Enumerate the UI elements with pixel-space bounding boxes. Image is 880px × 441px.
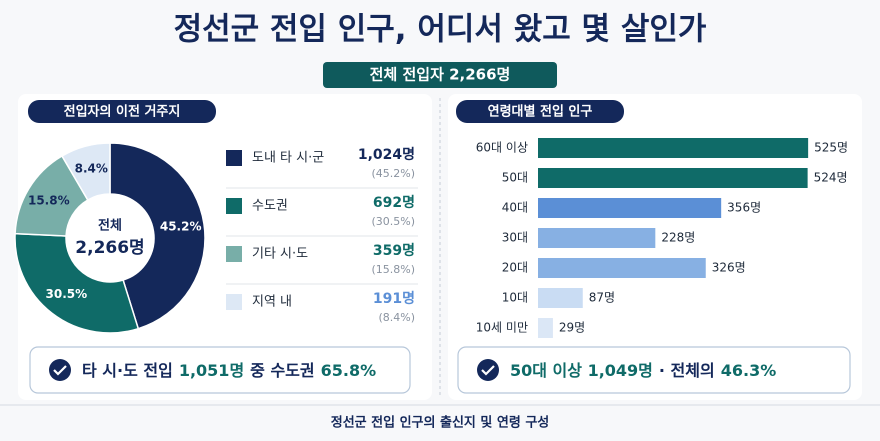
legend-share: (8.4%) [378, 311, 415, 324]
check-mark [481, 365, 495, 376]
category-label: 40대 [502, 201, 528, 215]
panel-title-badge [28, 100, 216, 123]
callout-part: 65.8% [321, 361, 377, 380]
subtitle: 전체 전입자 2,266명 [370, 66, 511, 84]
panel-title-badge [456, 100, 624, 123]
bar [538, 258, 706, 278]
panel-title: 전입자의 이전 거주지 [64, 104, 181, 120]
category-label: 10대 [502, 291, 528, 305]
legend-label: 기타 시·도 [252, 247, 308, 262]
bar [538, 168, 808, 188]
check-icon [477, 359, 499, 381]
callout-part: 1,051명 [179, 361, 244, 380]
check-icon [49, 359, 71, 381]
bar [538, 288, 583, 308]
category-label: 30대 [502, 231, 528, 245]
value-label: 524명 [814, 171, 848, 185]
value-label: 87명 [589, 291, 615, 305]
callout-part: 50대 이상 1,049명 [510, 361, 653, 380]
footer: 정선군 전입 인구의 출신지 및 연령 구성 [331, 415, 550, 431]
legend-value: 692명 [373, 194, 415, 211]
category-label: 20대 [502, 261, 528, 275]
callout-box [457, 346, 851, 394]
legend-share: (30.5%) [371, 215, 415, 228]
value-label: 525명 [814, 141, 848, 155]
bar [538, 318, 553, 338]
slice-label: 8.4% [75, 161, 108, 175]
legend-share: (45.2%) [371, 167, 415, 180]
legend-label: 수도권 [252, 199, 288, 214]
value-label: 29명 [559, 321, 585, 335]
callout-part: 중 수도권 [250, 361, 314, 380]
value-label: 228명 [661, 231, 695, 245]
slice-label: 15.8% [28, 194, 70, 208]
legend-share: (15.8%) [371, 263, 415, 276]
legend-label: 도내 타 시·군 [252, 151, 324, 166]
callout-text: 50대 이상 1,049명 · 전체의 46.3% [510, 361, 776, 380]
value-label: 356명 [727, 201, 761, 215]
pie-slice [60, 142, 111, 202]
legend-label: 지역 내 [252, 295, 292, 310]
subtitle-badge [323, 62, 557, 88]
callout-part: · 전체의 [659, 361, 715, 380]
category-label: 10세 미만 [476, 321, 528, 335]
value-label: 326명 [712, 261, 746, 275]
legend-value: 1,024명 [358, 146, 415, 163]
check-mark [53, 365, 67, 376]
bar [538, 228, 656, 248]
category-label: 60대 이상 [476, 141, 528, 155]
panel-title: 연령대별 전입 인구 [488, 104, 593, 120]
callout-box [29, 346, 411, 394]
bar [538, 138, 809, 158]
bar [538, 198, 722, 218]
title: 정선군 전입 인구, 어디서 왔고 몇 살인가 [174, 12, 707, 48]
center-value: 2,266명 [75, 238, 144, 258]
pie-slice [109, 142, 206, 330]
legend-swatch [226, 294, 242, 310]
legend-swatch [226, 198, 242, 214]
legend-value: 191명 [373, 290, 415, 307]
callout-part: 46.3% [721, 361, 777, 380]
slice-label: 45.2% [160, 220, 202, 234]
legend-swatch [226, 150, 242, 166]
pie-slice [14, 232, 140, 334]
callout-text: 타 시·도 전입 1,051명 중 수도권 65.8% [82, 361, 376, 380]
center-label: 전체 [98, 218, 122, 234]
callout-part: 타 시·도 전입 [82, 361, 173, 380]
legend-swatch [226, 246, 242, 262]
category-label: 50대 [502, 171, 528, 185]
slice-label: 30.5% [46, 287, 88, 301]
legend-value: 359명 [373, 242, 415, 259]
